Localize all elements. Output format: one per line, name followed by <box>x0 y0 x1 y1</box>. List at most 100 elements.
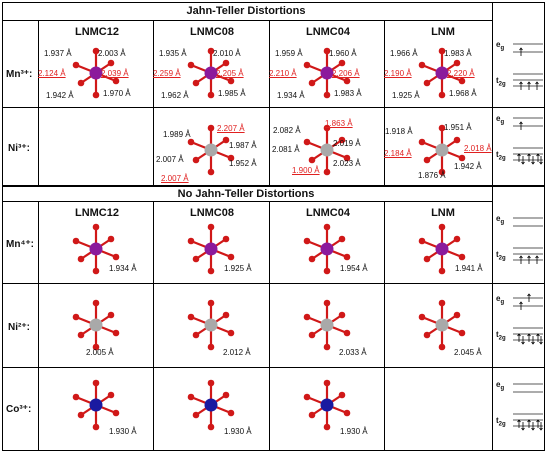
oxygen-atom <box>308 79 316 87</box>
oxygen-atom <box>308 331 316 339</box>
bond-length-label: 1.876 Å <box>418 171 446 180</box>
row-label-co3: Co³⁺: <box>6 404 32 415</box>
oxygen-atom <box>92 379 100 387</box>
bond-length-label: 1.925 Å <box>392 91 420 100</box>
ni3-octahedron <box>303 124 351 176</box>
oxygen-atom <box>227 253 235 261</box>
oxygen-atom <box>338 391 346 399</box>
oxygen-atom <box>453 235 461 243</box>
ni2-octahedron <box>303 299 351 351</box>
oxygen-atom <box>72 393 80 401</box>
bond-length-label: 1.970 Å <box>103 89 131 98</box>
spin-up-arrow <box>536 419 540 428</box>
t2g-label: t2g <box>496 330 506 342</box>
oxygen-atom <box>308 156 316 164</box>
mn3-octahedron <box>303 47 351 99</box>
bond-length-label: 1.930 Å <box>224 427 252 436</box>
mn3-octahedron <box>72 47 120 99</box>
bond-length-label: 1.954 Å <box>340 264 368 273</box>
oxygen-atom <box>323 168 331 176</box>
col-header-lnmc04: LNMC04 <box>305 26 350 38</box>
bond-length-label: 2.190 Å <box>384 69 412 78</box>
oxygen-atom <box>453 59 461 67</box>
ni3-octahedron <box>187 124 235 176</box>
ni-atom <box>89 318 103 332</box>
bond-length-label: 2.018 Å <box>464 144 492 153</box>
oxygen-atom <box>107 59 115 67</box>
bond-length-label: 2.005 Å <box>86 348 114 357</box>
oxygen-atom <box>187 61 195 69</box>
bond-length-label: 1.989 Å <box>163 130 191 139</box>
oxygen-atom <box>207 379 215 387</box>
bond-length-label: 2.210 Å <box>269 69 297 78</box>
energy-levels <box>513 117 543 165</box>
oxygen-atom <box>72 61 80 69</box>
mn-atom <box>435 242 449 256</box>
oxygen-atom <box>323 223 331 231</box>
spin-up-arrow <box>527 419 531 428</box>
oxygen-atom <box>343 253 351 261</box>
spin-up-arrow <box>517 419 521 428</box>
col-header-lnmc08: LNMC08 <box>189 26 234 38</box>
bond-length-label: 2.023 Å <box>333 159 361 168</box>
oxygen-atom <box>77 255 85 263</box>
bond-length-label: 1.925 Å <box>224 264 252 273</box>
oxygen-atom <box>207 423 215 431</box>
spin-down-arrow <box>531 422 535 431</box>
ni2-octahedron <box>187 299 235 351</box>
oxygen-atom <box>192 156 200 164</box>
oxygen-atom <box>438 343 446 351</box>
oxygen-atom <box>338 136 346 144</box>
oxygen-atom <box>418 61 426 69</box>
oxygen-atom <box>343 154 351 162</box>
ni-atom <box>320 143 334 157</box>
bond-length-label: 1.934 Å <box>109 264 137 273</box>
col-header-lnm: LNM <box>431 207 455 219</box>
spin-down-arrow <box>539 156 543 165</box>
oxygen-atom <box>323 91 331 99</box>
oxygen-atom <box>423 331 431 339</box>
ni-atom <box>320 318 334 332</box>
bond-length-label: 2.007 Å <box>156 155 184 164</box>
spin-down-arrow <box>521 156 525 165</box>
oxygen-atom <box>112 77 120 85</box>
bond-length-label: 2.082 Å <box>273 126 301 135</box>
bond-length-label: 2.019 Å <box>333 139 361 148</box>
spin-up-arrow <box>517 333 521 342</box>
oxygen-atom <box>438 47 446 55</box>
oxygen-atom <box>308 411 316 419</box>
mn4-octahedron <box>418 223 466 275</box>
oxygen-atom <box>187 313 195 321</box>
oxygen-atom <box>77 411 85 419</box>
oxygen-atom <box>338 235 346 243</box>
eg-label: eg <box>496 214 505 226</box>
oxygen-atom <box>107 391 115 399</box>
spin-down-arrow <box>539 336 543 345</box>
bond-length-label: 1.863 Å <box>325 119 353 128</box>
oxygen-atom <box>423 255 431 263</box>
oxygen-atom <box>323 343 331 351</box>
oxygen-atom <box>222 235 230 243</box>
t2g-label: t2g <box>496 416 506 428</box>
mn4-octahedron <box>187 223 235 275</box>
row-label-ni3: Ni³⁺: <box>8 143 30 154</box>
oxygen-atom <box>303 138 311 146</box>
oxygen-atom <box>112 409 120 417</box>
co3-octahedron <box>72 379 120 431</box>
oxygen-atom <box>418 237 426 245</box>
spin-down-arrow <box>521 336 525 345</box>
bond-length-label: 1.935 Å <box>159 49 187 58</box>
bond-length-label: 2.205 Å <box>216 69 244 78</box>
oxygen-atom <box>92 343 100 351</box>
oxygen-atom <box>92 423 100 431</box>
oxygen-atom <box>207 124 215 132</box>
oxygen-atom <box>72 313 80 321</box>
row-label-mn4: Mn⁴⁺: <box>6 239 34 250</box>
oxygen-atom <box>192 331 200 339</box>
col-header-lnmc12: LNMC12 <box>74 207 119 219</box>
bond-length-label: 1.987 Å <box>229 141 257 150</box>
t2g-label: t2g <box>496 76 506 88</box>
bond-length-label: 2.220 Å <box>447 69 475 78</box>
spin-up-arrow <box>536 333 540 342</box>
oxygen-atom <box>303 313 311 321</box>
